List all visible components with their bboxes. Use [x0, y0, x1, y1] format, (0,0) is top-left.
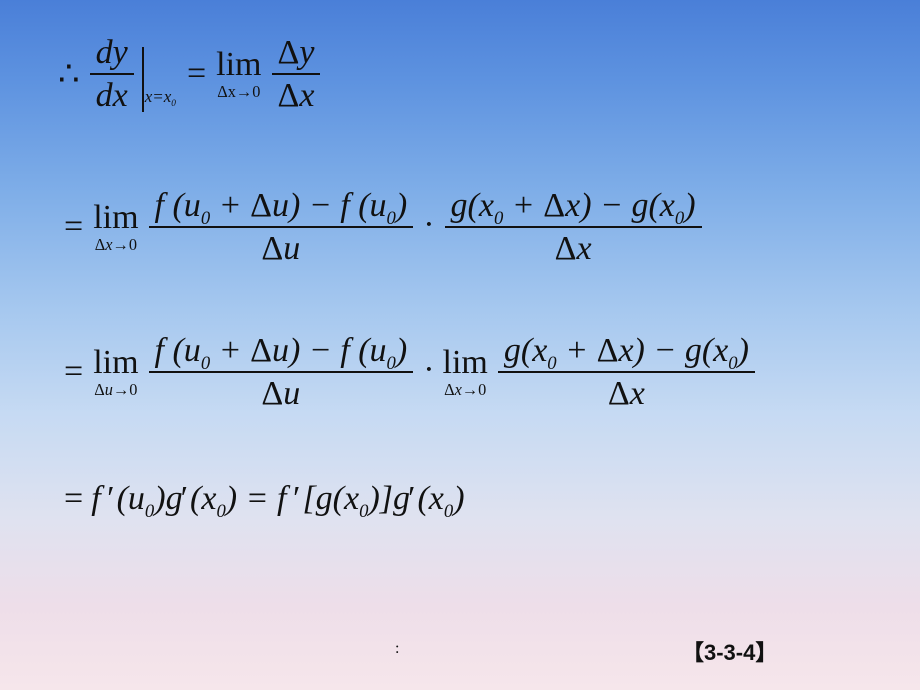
- dy-numerator: dy: [90, 32, 134, 73]
- sub0-e: 0: [201, 353, 210, 374]
- lim-under-dx: Δx: [217, 82, 236, 101]
- lim-under-3a: Δu→0: [94, 382, 137, 398]
- sub0-b: 0: [387, 208, 396, 229]
- sub0-k: 0: [359, 501, 368, 522]
- plus-du-2: + Δu) − f (u: [210, 332, 386, 369]
- close-paren-a: ): [396, 187, 407, 224]
- sub0-j: 0: [216, 501, 225, 522]
- frac-f-den-2: Δu: [255, 373, 306, 414]
- lim-under-1: Δx→0: [217, 84, 260, 100]
- sub0-i: 0: [145, 501, 154, 522]
- sub0-a: 0: [201, 208, 210, 229]
- lim-word-1: lim: [216, 48, 261, 82]
- equals-1: =: [187, 55, 206, 93]
- prime-4: ′: [408, 480, 415, 517]
- prime-1: ′: [107, 480, 114, 517]
- open-u0: (u: [117, 480, 145, 517]
- frac-g-num: g(x0 + Δx) − g(x0): [445, 185, 702, 226]
- sub0-g: 0: [547, 353, 556, 374]
- eval-sub-zero: 0: [171, 99, 176, 109]
- slide: ∴ dy dx x=x0 = lim Δx→0 Δy Δx =: [0, 0, 920, 690]
- equals-4: =: [64, 480, 83, 518]
- dx-denominator: dx: [90, 75, 134, 116]
- eval-bar: [142, 47, 144, 112]
- equals-2: =: [64, 208, 83, 246]
- frac-f-den: Δu: [255, 228, 306, 269]
- equals-3: =: [64, 353, 83, 391]
- frac-g-den: Δx: [549, 228, 598, 269]
- lim-word-3b: lim: [443, 346, 488, 380]
- frac-f-num-2: f (u0 + Δu) − f (u0): [149, 330, 414, 371]
- fprime: f ′(u0)g′(x0) = f ′[g(x0)]g′(x0): [91, 480, 464, 518]
- g-x: g(x: [451, 187, 494, 224]
- open-x0: (x: [190, 480, 216, 517]
- limit-1: lim Δx→0: [216, 48, 261, 100]
- sub0-l: 0: [444, 501, 453, 522]
- close-g: )g: [154, 480, 182, 517]
- close-bracket-g: )]g: [368, 480, 410, 517]
- delta-y-over-delta-x: Δy Δx: [272, 32, 321, 117]
- sub0-d: 0: [675, 208, 684, 229]
- lim-under-3b: Δx→0: [444, 382, 486, 398]
- frac-f-num: f (u0 + Δu) − f (u0): [149, 185, 414, 226]
- limit-3b: lim Δx→0: [443, 346, 488, 398]
- frac-f-delta-u: f (u0 + Δu) − f (u0) Δu: [149, 185, 414, 270]
- close-paren-final: ): [453, 480, 464, 517]
- frac-g-num-2: g(x0 + Δx) − g(x0): [498, 330, 755, 371]
- limit-2: lim Δx→0: [93, 201, 138, 253]
- therefore-symbol: ∴: [58, 54, 80, 94]
- frac-g-den-2: Δx: [602, 373, 651, 414]
- equation-line-2: = lim Δx→0 f (u0 + Δu) − f (u0) Δu · g(x…: [64, 185, 706, 270]
- plus-du: + Δu) − f (u: [210, 187, 386, 224]
- dy-dx-fraction: dy dx: [90, 32, 134, 117]
- delta-y: Δy: [272, 32, 321, 73]
- prime-2: ′: [181, 480, 188, 517]
- dot-1: ·: [423, 206, 434, 244]
- close-paren-d: ): [738, 332, 749, 369]
- lim-under-to0: →0: [236, 82, 260, 101]
- lim-under-2: Δx→0: [95, 237, 137, 253]
- f-u-2: f (u: [155, 332, 201, 369]
- eval-sub-text: x=x: [145, 87, 172, 106]
- dot-2: ·: [423, 351, 434, 389]
- prime-3: ′: [293, 480, 300, 517]
- sub0-h: 0: [728, 353, 737, 374]
- eq-f: ) = f: [226, 480, 295, 517]
- sub0-c: 0: [494, 208, 503, 229]
- eval-subscript: x=x0: [145, 87, 176, 107]
- g-x-2: g(x: [504, 332, 547, 369]
- sub0-f: 0: [387, 353, 396, 374]
- limit-3a: lim Δu→0: [93, 346, 138, 398]
- open-x0-2: (x: [417, 480, 443, 517]
- lim-word-2: lim: [93, 201, 138, 235]
- frac-f-delta-u-2: f (u0 + Δu) − f (u0) Δu: [149, 330, 414, 415]
- f-u: f (u: [155, 187, 201, 224]
- equation-line-1: ∴ dy dx x=x0 = lim Δx→0 Δy Δx: [58, 32, 324, 117]
- bracket-gx0: [g(x: [302, 480, 359, 517]
- equation-line-3: = lim Δu→0 f (u0 + Δu) − f (u0) Δu · lim…: [64, 330, 759, 415]
- footer-colon: :: [395, 640, 399, 658]
- equation-line-4: = f ′(u0)g′(x0) = f ′[g(x0)]g′(x0): [64, 480, 465, 518]
- close-paren-b: ): [684, 187, 695, 224]
- close-paren-c: ): [396, 332, 407, 369]
- frac-g-delta-x-2: g(x0 + Δx) − g(x0) Δx: [498, 330, 755, 415]
- page-number-label: 【3-3-4】: [682, 635, 777, 667]
- frac-g-delta-x: g(x0 + Δx) − g(x0) Δx: [445, 185, 702, 270]
- delta-x: Δx: [272, 75, 321, 116]
- plus-dx-2: + Δx) − g(x: [557, 332, 729, 369]
- lim-word-3a: lim: [93, 346, 138, 380]
- plus-dx: + Δx) − g(x: [503, 187, 675, 224]
